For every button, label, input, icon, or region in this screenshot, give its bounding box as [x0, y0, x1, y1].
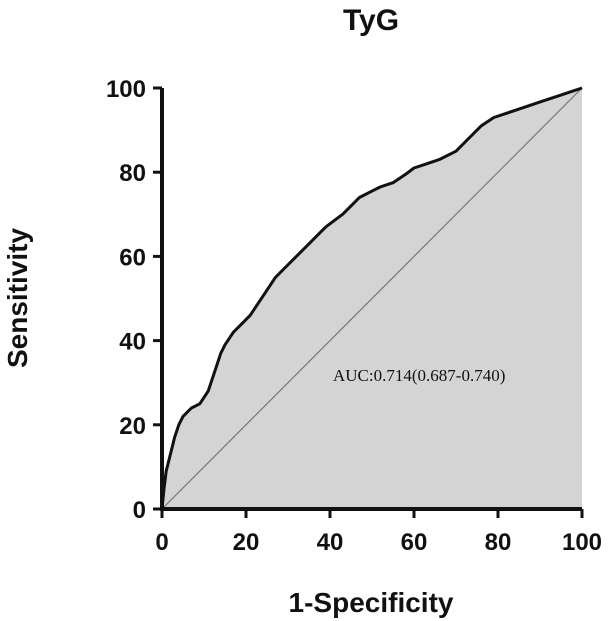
y-axis-ticks: 0 20 40 60 80 100: [106, 76, 162, 524]
chart-title: TyG: [343, 4, 399, 37]
y-tick-label: 20: [119, 413, 146, 440]
y-tick-label: 60: [119, 244, 146, 271]
x-tick-label: 60: [401, 529, 428, 556]
x-tick-label: 40: [317, 529, 344, 556]
y-axis-label: Sensitivity: [2, 228, 33, 368]
y-tick-label: 0: [133, 497, 146, 524]
y-tick-label: 40: [119, 329, 146, 356]
x-tick-label: 100: [562, 529, 602, 556]
x-tick-label: 20: [233, 529, 260, 556]
auc-annotation: AUC:0.714(0.687-0.740): [333, 366, 505, 385]
y-tick-label: 80: [119, 160, 146, 187]
x-tick-label: 80: [485, 529, 512, 556]
x-axis-ticks: 0 20 40 60 80 100: [155, 509, 602, 556]
reference-diagonal-line: [161, 87, 583, 510]
y-tick-label: 100: [106, 76, 146, 103]
x-tick-label: 0: [155, 529, 168, 556]
roc-curve-line: [160, 86, 583, 510]
x-axis-label: 1-Specificity: [289, 587, 454, 618]
